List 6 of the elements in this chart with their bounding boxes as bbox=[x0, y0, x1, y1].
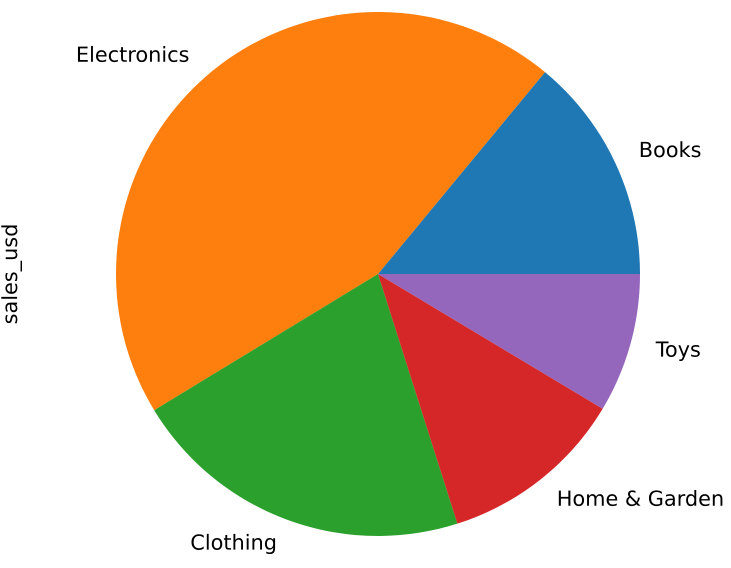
slice-label: Books bbox=[640, 141, 700, 158]
slice-label: Electronics bbox=[78, 46, 188, 62]
slice-label: Clothing bbox=[191, 534, 276, 554]
slice-label: Toys bbox=[656, 341, 700, 361]
slice-label: Home & Garden bbox=[558, 490, 722, 506]
text: sales_usd bbox=[1, 226, 22, 324]
